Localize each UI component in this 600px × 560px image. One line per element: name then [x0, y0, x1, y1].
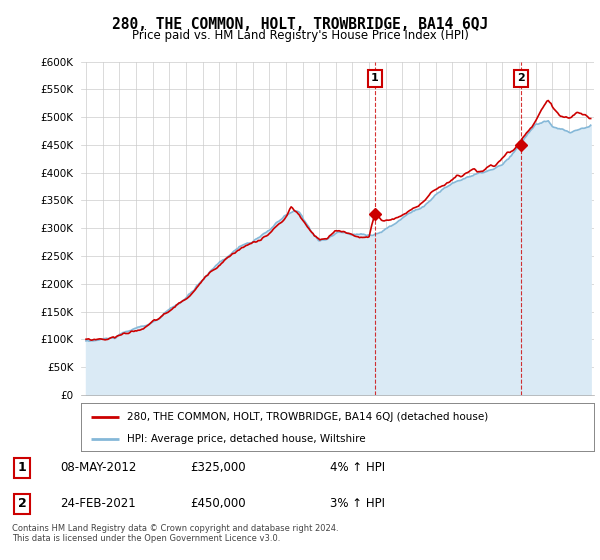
- Text: £450,000: £450,000: [190, 497, 245, 510]
- Text: 24-FEB-2021: 24-FEB-2021: [60, 497, 136, 510]
- Text: 280, THE COMMON, HOLT, TROWBRIDGE, BA14 6QJ: 280, THE COMMON, HOLT, TROWBRIDGE, BA14 …: [112, 17, 488, 32]
- Text: £325,000: £325,000: [190, 461, 245, 474]
- Text: 2: 2: [517, 73, 525, 83]
- Text: 4% ↑ HPI: 4% ↑ HPI: [330, 461, 385, 474]
- Text: 280, THE COMMON, HOLT, TROWBRIDGE, BA14 6QJ (detached house): 280, THE COMMON, HOLT, TROWBRIDGE, BA14 …: [127, 412, 488, 422]
- Text: Contains HM Land Registry data © Crown copyright and database right 2024.
This d: Contains HM Land Registry data © Crown c…: [12, 524, 338, 543]
- Text: 08-MAY-2012: 08-MAY-2012: [60, 461, 136, 474]
- Text: 1: 1: [17, 461, 26, 474]
- Text: 2: 2: [17, 497, 26, 510]
- Text: Price paid vs. HM Land Registry's House Price Index (HPI): Price paid vs. HM Land Registry's House …: [131, 29, 469, 42]
- Text: HPI: Average price, detached house, Wiltshire: HPI: Average price, detached house, Wilt…: [127, 434, 366, 444]
- Text: 1: 1: [371, 73, 379, 83]
- Text: 3% ↑ HPI: 3% ↑ HPI: [330, 497, 385, 510]
